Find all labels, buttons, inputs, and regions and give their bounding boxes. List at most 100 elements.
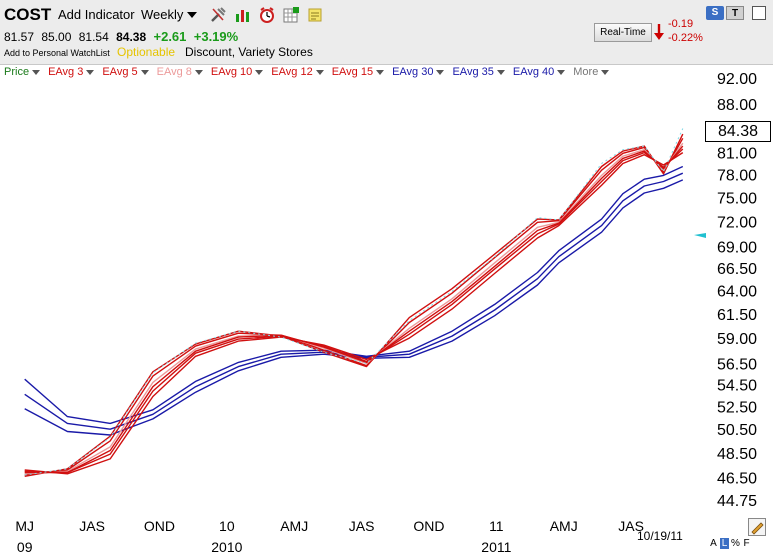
alarm-clock-icon[interactable] xyxy=(258,6,276,24)
scale-button-F[interactable]: F xyxy=(743,538,750,549)
pencil-icon[interactable] xyxy=(748,518,766,536)
y-tick-label: 46.50 xyxy=(717,471,757,488)
y-tick-label: 52.50 xyxy=(717,399,757,416)
y-tick-label: 50.50 xyxy=(717,422,757,439)
x-tick-year: 09 xyxy=(17,539,33,555)
legend-label: EAvg 3 xyxy=(48,66,84,78)
chevron-down-icon[interactable] xyxy=(194,69,203,75)
chevron-down-icon[interactable] xyxy=(496,69,505,75)
y-tick-label: 75.00 xyxy=(717,191,757,208)
scale-button-%[interactable]: % xyxy=(731,538,740,549)
legend-label: EAvg 35 xyxy=(452,66,494,78)
t-button[interactable]: T xyxy=(726,6,744,20)
x-tick-label: JAS xyxy=(349,518,375,534)
y-tick-label: 92.00 xyxy=(717,71,757,88)
rt-change-pct: -0.22% xyxy=(668,32,703,44)
last-price-box: 84.38 xyxy=(705,121,771,142)
legend-item-eavg-3[interactable]: EAvg 3 xyxy=(48,66,95,78)
y-tick-label: 81.00 xyxy=(717,146,757,163)
scale-button-L[interactable]: L xyxy=(720,538,729,549)
legend-item-eavg-15[interactable]: EAvg 15 xyxy=(331,66,385,78)
legend-label: More xyxy=(573,66,599,78)
x-tick-year: 2011 xyxy=(481,539,511,555)
add-indicator-button[interactable]: Add Indicator xyxy=(58,7,135,22)
x-tick-label: 10 xyxy=(219,518,235,534)
quote-line: 81.57 85.00 81.54 84.38 +2.61 +3.19% xyxy=(4,29,242,44)
legend-item-eavg-30[interactable]: EAvg 30 xyxy=(392,66,445,78)
series-line-eavg-12 xyxy=(24,148,684,474)
legend-item-eavg-35[interactable]: EAvg 35 xyxy=(452,66,505,78)
x-tick-label: AMJ xyxy=(280,518,308,534)
y-tick-label: 72.00 xyxy=(717,215,757,232)
period-select[interactable]: Weekly xyxy=(141,7,184,22)
legend-item-eavg-40[interactable]: EAvg 40 xyxy=(512,66,566,78)
legend-label: EAvg 12 xyxy=(271,66,313,78)
chevron-down-icon[interactable] xyxy=(187,12,197,18)
legend-label: EAvg 30 xyxy=(392,66,434,78)
chevron-down-icon[interactable] xyxy=(376,69,385,75)
quote-last: 84.38 xyxy=(116,30,147,44)
bar-chart-icon[interactable] xyxy=(234,6,252,24)
series-line-eavg-5 xyxy=(24,137,684,476)
legend-item-eavg-5[interactable]: EAvg 5 xyxy=(102,66,149,78)
chevron-down-icon[interactable] xyxy=(557,69,566,75)
x-tick-label: JAS xyxy=(79,518,105,534)
y-tick-label: 78.00 xyxy=(717,168,757,185)
x-tick-year: 2010 xyxy=(211,539,242,555)
series-line-price xyxy=(24,128,684,476)
legend-label: Price xyxy=(4,66,30,78)
legend-item-price[interactable]: Price xyxy=(4,66,41,78)
toolbar: COST Add Indicator Weekly 81.57 85.00 81… xyxy=(0,0,773,65)
y-tick-label: 44.75 xyxy=(717,493,757,510)
quote-high: 85.00 xyxy=(41,30,72,44)
chevron-down-icon[interactable] xyxy=(315,69,324,75)
y-tick-label: 59.00 xyxy=(717,331,757,348)
legend-label: EAvg 15 xyxy=(331,66,374,78)
chevron-down-icon[interactable] xyxy=(140,69,149,75)
legend-label: EAvg 5 xyxy=(102,66,138,78)
rt-change: -0.19 xyxy=(668,18,694,30)
scale-button-A[interactable]: A xyxy=(710,538,717,549)
y-tick-label: 56.50 xyxy=(717,356,757,373)
y-tick-label: 48.50 xyxy=(717,446,757,463)
realtime-button[interactable]: Real-Time xyxy=(594,23,652,42)
y-tick-label: 54.50 xyxy=(717,378,757,395)
x-tick-label: MJ xyxy=(15,518,34,534)
y-tick-label: 88.00 xyxy=(717,97,757,114)
legend-item-eavg-12[interactable]: EAvg 12 xyxy=(271,66,324,78)
legend-item-eavg-8[interactable]: EAvg 8 xyxy=(157,66,203,78)
last-date-label: 10/19/11 xyxy=(637,529,683,543)
legend-item-eavg-10[interactable]: EAvg 10 xyxy=(210,66,264,78)
add-watchlist-link[interactable]: Add to Personal WatchList xyxy=(4,48,110,58)
chevron-down-icon[interactable] xyxy=(255,69,264,75)
series-line-eavg-3 xyxy=(24,133,684,477)
scale-selector: A L% F xyxy=(709,538,753,549)
quote-low: 81.54 xyxy=(78,30,109,44)
chevron-down-icon[interactable] xyxy=(601,69,610,75)
series-line-eavg-15 xyxy=(24,152,684,475)
y-tick-label: 69.00 xyxy=(717,239,757,256)
symbol-label: COST xyxy=(4,5,52,24)
window-square-icon[interactable] xyxy=(752,6,766,20)
series-line-eavg-40 xyxy=(24,179,684,436)
current-price-marker xyxy=(694,233,706,238)
legend-label: EAvg 40 xyxy=(512,66,555,78)
chevron-down-icon[interactable] xyxy=(436,69,445,75)
chevron-down-icon[interactable] xyxy=(32,69,41,75)
chevron-down-icon[interactable] xyxy=(86,69,95,75)
table-icon[interactable] xyxy=(282,6,300,24)
legend-label: EAvg 8 xyxy=(156,66,192,78)
tools-icon[interactable] xyxy=(209,6,227,24)
y-tick-label: 61.50 xyxy=(717,307,757,324)
x-tick-label: OND xyxy=(413,518,444,534)
s-button[interactable]: S xyxy=(706,6,724,20)
indicator-legend: Price EAvg 3 EAvg 5 EAvg 8 EAvg 10 EAvg 12 EAv… xyxy=(4,66,617,80)
x-tick-label: OND xyxy=(144,518,175,534)
x-tick-label: 11 xyxy=(489,518,504,534)
series-line-eavg-30 xyxy=(24,165,684,425)
legend-item-more[interactable]: More xyxy=(573,66,610,78)
series-line-eavg-8 xyxy=(24,142,684,475)
quote-change: +2.61 xyxy=(153,29,187,44)
legend-label: EAvg 10 xyxy=(210,66,253,78)
note-icon[interactable] xyxy=(306,6,324,24)
